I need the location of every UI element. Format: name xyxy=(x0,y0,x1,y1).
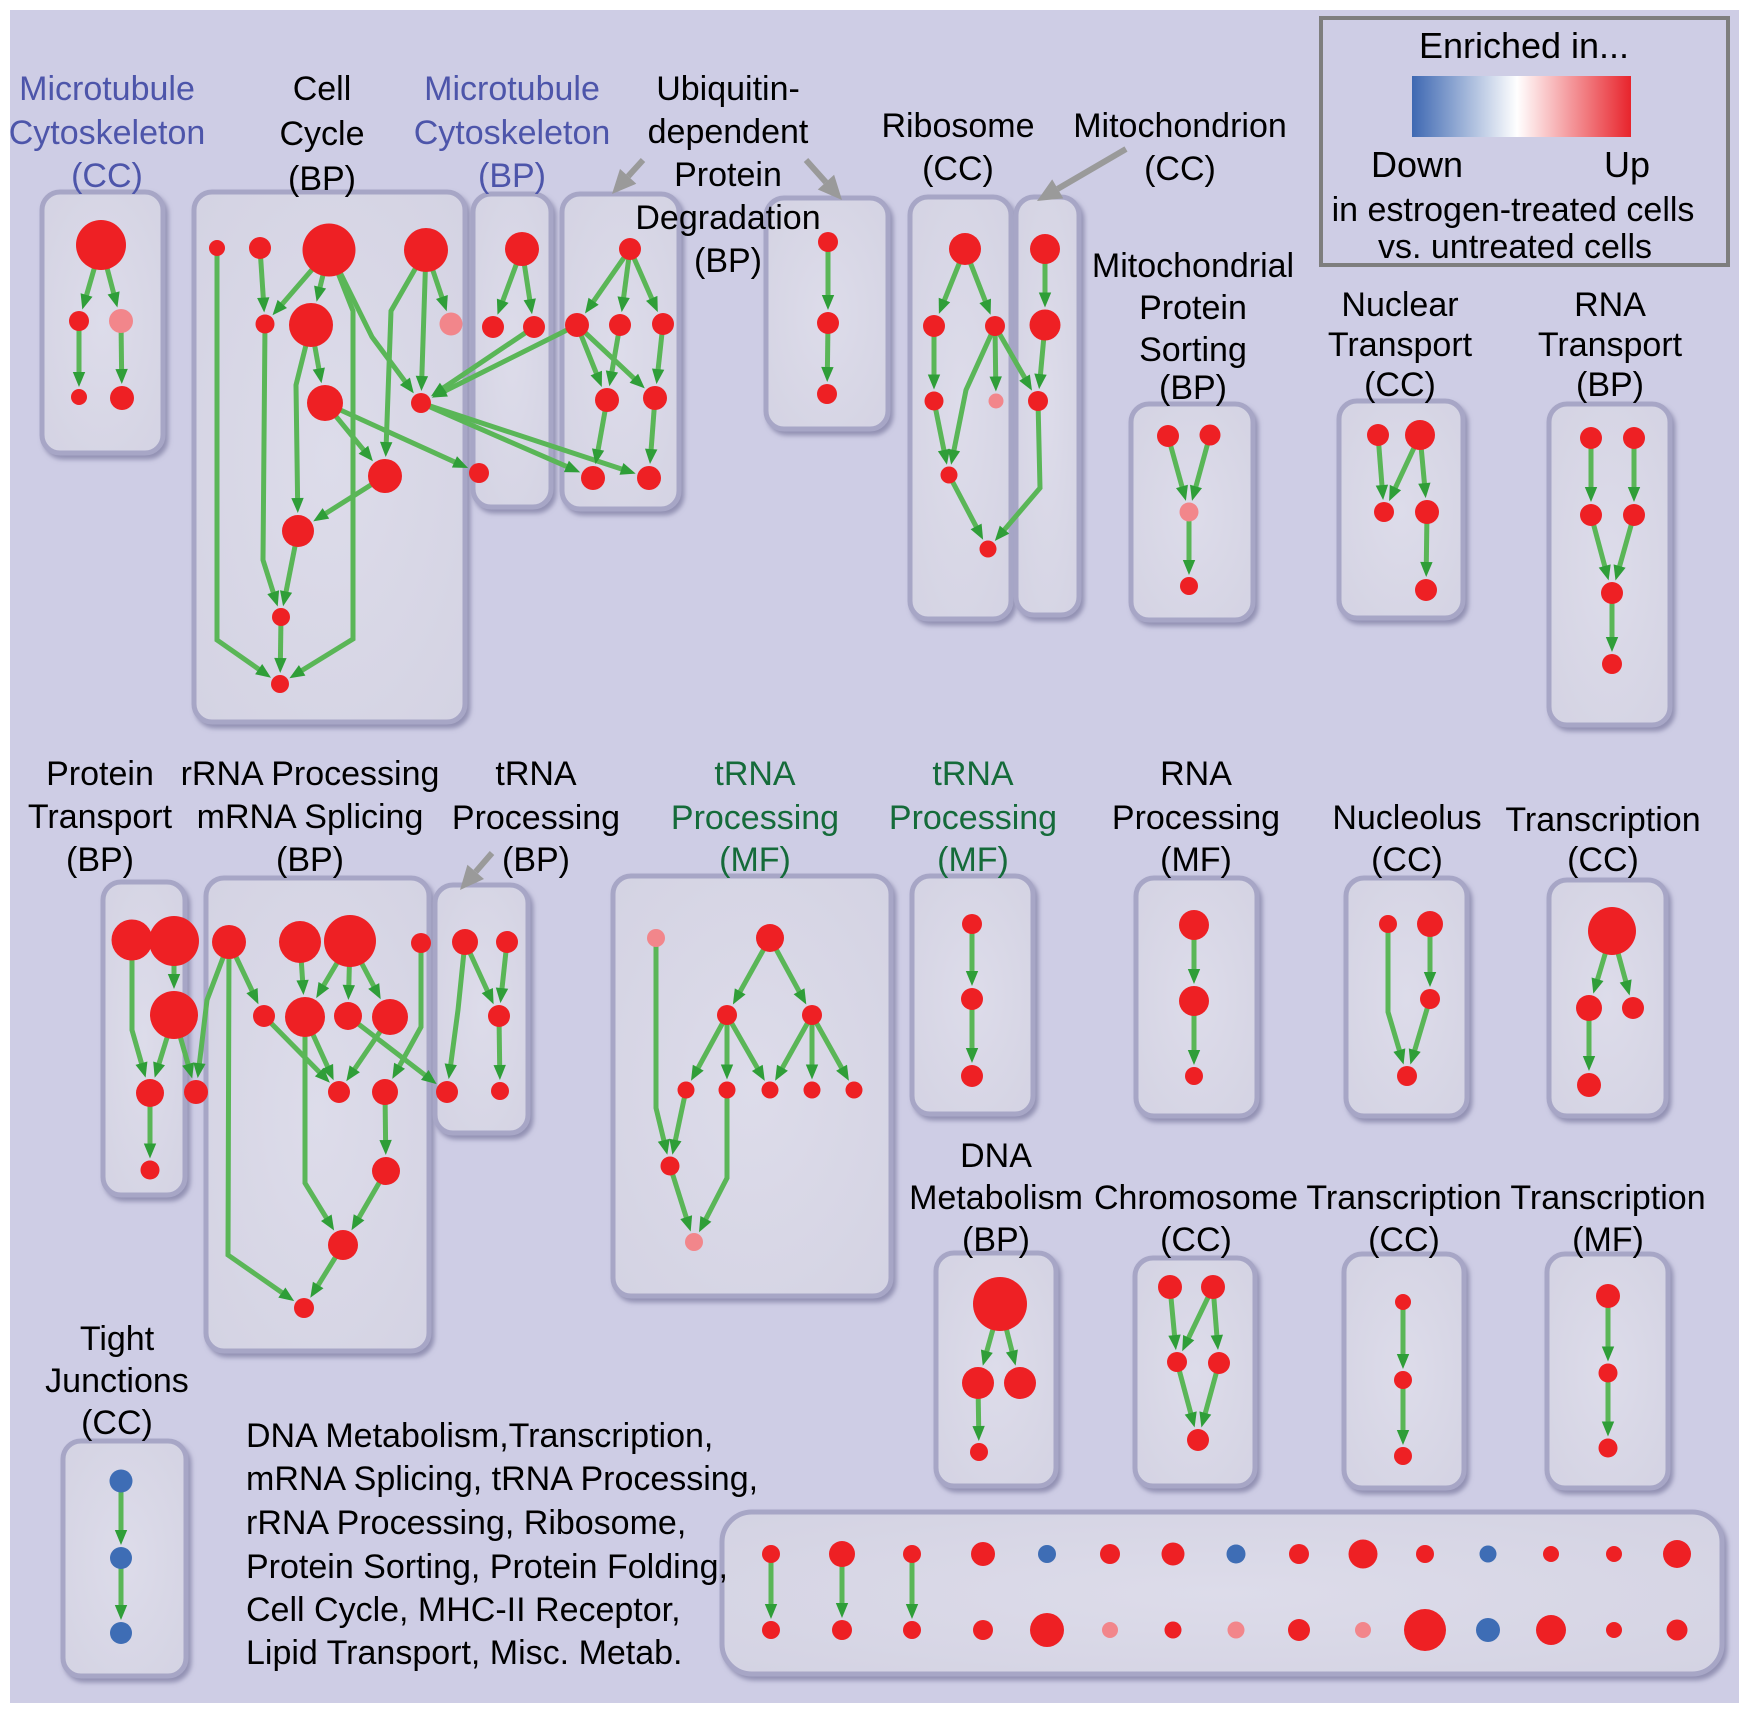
svg-text:Cytoskeleton: Cytoskeleton xyxy=(9,114,206,152)
svg-text:Cycle: Cycle xyxy=(279,115,364,153)
svg-text:(CC): (CC) xyxy=(1364,366,1436,404)
svg-text:Ribosome: Ribosome xyxy=(881,107,1034,145)
svg-text:Processing: Processing xyxy=(889,799,1057,837)
svg-text:vs. untreated cells: vs. untreated cells xyxy=(1378,228,1652,266)
svg-text:Down: Down xyxy=(1371,144,1463,185)
svg-text:(CC): (CC) xyxy=(1160,1221,1232,1259)
svg-text:Mitochondrial: Mitochondrial xyxy=(1092,247,1294,285)
svg-text:Protein: Protein xyxy=(674,156,782,194)
svg-text:(BP): (BP) xyxy=(962,1221,1030,1259)
svg-text:in estrogen-treated cells: in estrogen-treated cells xyxy=(1332,191,1695,229)
svg-text:Chromosome: Chromosome xyxy=(1094,1179,1298,1217)
svg-text:rRNA Processing: rRNA Processing xyxy=(181,755,440,793)
svg-text:rRNA Processing, Ribosome,: rRNA Processing, Ribosome, xyxy=(246,1504,686,1542)
svg-text:tRNA: tRNA xyxy=(714,755,796,793)
svg-text:(CC): (CC) xyxy=(1144,150,1216,188)
svg-text:Cell: Cell xyxy=(293,70,352,108)
svg-text:(BP): (BP) xyxy=(694,242,762,280)
svg-text:Tight: Tight xyxy=(80,1320,155,1358)
svg-text:Ubiquitin-: Ubiquitin- xyxy=(656,70,800,108)
svg-text:(BP): (BP) xyxy=(502,841,570,879)
svg-text:Nucleolus: Nucleolus xyxy=(1332,799,1481,837)
svg-text:(BP): (BP) xyxy=(1576,366,1644,404)
svg-text:Cytoskeleton: Cytoskeleton xyxy=(414,114,611,152)
svg-text:Cell Cycle, MHC-II Receptor,: Cell Cycle, MHC-II Receptor, xyxy=(246,1591,681,1629)
svg-text:Microtubule: Microtubule xyxy=(19,70,195,108)
svg-text:(MF): (MF) xyxy=(1160,841,1232,879)
svg-text:RNA: RNA xyxy=(1160,755,1232,793)
svg-text:(MF): (MF) xyxy=(937,841,1009,879)
svg-text:Metabolism: Metabolism xyxy=(909,1179,1083,1217)
svg-text:(CC): (CC) xyxy=(81,1404,153,1442)
svg-text:tRNA: tRNA xyxy=(932,755,1014,793)
svg-text:Microtubule: Microtubule xyxy=(424,70,600,108)
svg-text:RNA: RNA xyxy=(1574,286,1646,324)
svg-text:Transcription: Transcription xyxy=(1505,801,1700,839)
svg-text:Processing: Processing xyxy=(1112,799,1280,837)
svg-text:tRNA: tRNA xyxy=(495,755,577,793)
svg-text:(BP): (BP) xyxy=(478,157,546,195)
svg-text:(BP): (BP) xyxy=(288,160,356,198)
svg-text:Transcription: Transcription xyxy=(1510,1179,1705,1217)
svg-text:Processing: Processing xyxy=(671,799,839,837)
svg-text:dependent: dependent xyxy=(648,113,809,151)
svg-text:(BP): (BP) xyxy=(1159,369,1227,407)
svg-text:(CC): (CC) xyxy=(1371,841,1443,879)
svg-text:Transport: Transport xyxy=(1538,326,1683,364)
svg-text:(BP): (BP) xyxy=(66,841,134,879)
svg-text:(CC): (CC) xyxy=(1368,1221,1440,1259)
svg-text:Protein: Protein xyxy=(46,755,154,793)
svg-text:(CC): (CC) xyxy=(71,157,143,195)
svg-text:mRNA Splicing: mRNA Splicing xyxy=(197,798,424,836)
svg-text:(CC): (CC) xyxy=(1567,841,1639,879)
svg-text:(MF): (MF) xyxy=(719,841,791,879)
svg-text:Protein Sorting, Protein Foldi: Protein Sorting, Protein Folding, xyxy=(246,1548,728,1586)
svg-text:(MF): (MF) xyxy=(1572,1221,1644,1259)
svg-text:DNA Metabolism,Transcription,: DNA Metabolism,Transcription, xyxy=(246,1417,713,1455)
svg-text:Sorting: Sorting xyxy=(1139,331,1247,369)
svg-text:Degradation: Degradation xyxy=(635,199,820,237)
svg-text:Protein: Protein xyxy=(1139,289,1247,327)
svg-text:mRNA Splicing, tRNA Processing: mRNA Splicing, tRNA Processing, xyxy=(246,1460,758,1498)
svg-text:Junctions: Junctions xyxy=(45,1362,189,1400)
svg-text:(BP): (BP) xyxy=(276,841,344,879)
svg-text:Up: Up xyxy=(1604,144,1650,185)
svg-text:(CC): (CC) xyxy=(922,150,994,188)
svg-text:DNA: DNA xyxy=(960,1137,1032,1175)
svg-text:Processing: Processing xyxy=(452,799,620,837)
svg-text:Nuclear: Nuclear xyxy=(1341,286,1458,324)
svg-text:Transport: Transport xyxy=(28,798,173,836)
svg-text:Enriched in...: Enriched in... xyxy=(1419,25,1629,66)
svg-text:Mitochondrion: Mitochondrion xyxy=(1073,107,1287,145)
svg-text:Transcription: Transcription xyxy=(1306,1179,1501,1217)
svg-text:Transport: Transport xyxy=(1328,326,1473,364)
svg-text:Lipid Transport, Misc. Metab.: Lipid Transport, Misc. Metab. xyxy=(246,1634,683,1672)
